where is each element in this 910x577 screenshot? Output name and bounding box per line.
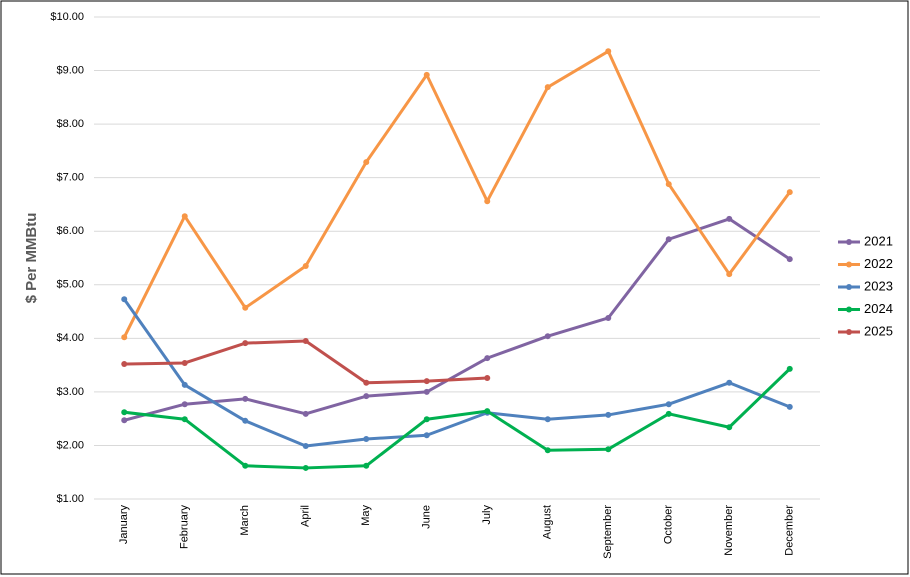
data-point <box>665 410 672 417</box>
data-point <box>181 401 188 408</box>
data-point <box>242 395 249 402</box>
data-point <box>363 379 370 386</box>
x-tick-label: October <box>663 505 675 544</box>
data-point <box>181 359 188 366</box>
data-point <box>665 236 672 243</box>
data-point <box>665 181 672 188</box>
x-tick-label: March <box>239 505 251 536</box>
data-point <box>363 462 370 469</box>
y-tick-label: $6.00 <box>56 225 84 237</box>
x-tick-label: April <box>300 505 312 527</box>
data-point <box>544 333 551 340</box>
data-point <box>121 409 128 416</box>
data-point <box>605 411 612 418</box>
x-tick-label: May <box>360 505 372 526</box>
legend-marker <box>846 329 852 335</box>
x-tick-label: January <box>118 505 130 545</box>
data-point <box>363 393 370 400</box>
data-point <box>242 417 249 424</box>
y-tick-label: $3.00 <box>56 386 84 398</box>
data-point <box>423 432 430 439</box>
legend-marker <box>846 239 852 245</box>
x-tick-label: July <box>481 505 493 525</box>
data-point <box>181 381 188 388</box>
x-tick-label: December <box>784 505 796 556</box>
y-tick-label: $10.00 <box>50 11 84 23</box>
data-point <box>423 416 430 423</box>
data-point <box>423 71 430 78</box>
data-point <box>605 48 612 55</box>
data-point <box>605 314 612 321</box>
data-point <box>121 296 128 303</box>
x-tick-label: August <box>542 505 554 539</box>
data-point <box>665 401 672 408</box>
y-tick-label: $4.00 <box>56 332 84 344</box>
data-point <box>786 189 793 196</box>
data-point <box>121 334 128 341</box>
y-tick-label: $9.00 <box>56 64 84 76</box>
data-point <box>605 446 612 453</box>
x-tick-label: June <box>421 505 433 529</box>
y-tick-label: $5.00 <box>56 279 84 291</box>
data-point <box>484 374 491 381</box>
data-point <box>786 365 793 372</box>
x-tick-label: February <box>179 505 191 550</box>
legend-label: 2021 <box>864 233 893 248</box>
series-line <box>123 298 791 448</box>
series-line <box>123 217 791 422</box>
data-point <box>726 379 733 386</box>
x-tick-label: November <box>723 505 735 556</box>
data-point <box>242 340 249 347</box>
series-line <box>122 49 791 338</box>
legend-marker <box>846 306 852 313</box>
data-point <box>726 424 733 431</box>
data-point <box>726 271 733 278</box>
data-point <box>181 213 188 220</box>
data-point <box>423 378 430 385</box>
y-tick-label: $2.00 <box>56 439 84 451</box>
data-point <box>484 408 491 415</box>
data-point <box>363 436 370 443</box>
data-point <box>242 462 249 469</box>
data-point <box>786 403 793 410</box>
legend-label: 2023 <box>864 278 893 293</box>
y-tick-label: $1.00 <box>56 493 84 505</box>
data-point <box>121 361 128 368</box>
data-point <box>302 263 309 270</box>
legend-label: 2024 <box>864 301 893 316</box>
legend-label: 2022 <box>864 256 893 271</box>
data-point <box>302 338 309 345</box>
data-point <box>302 442 309 449</box>
y-tick-label: $8.00 <box>56 118 84 130</box>
data-point <box>726 215 733 222</box>
y-tick-label: $7.00 <box>56 172 84 184</box>
data-point <box>544 447 551 454</box>
series-line <box>124 367 791 470</box>
legend-label: 2025 <box>864 323 893 338</box>
legend-marker <box>846 261 852 268</box>
data-point <box>363 159 370 166</box>
data-point <box>302 410 309 417</box>
legend-marker <box>846 284 852 290</box>
data-point <box>302 464 309 471</box>
data-point <box>786 256 793 263</box>
data-point <box>484 198 491 205</box>
data-point <box>423 388 430 395</box>
data-point <box>181 416 188 423</box>
y-axis-label: $ Per MMBtu <box>23 213 40 304</box>
data-point <box>544 84 551 91</box>
data-point <box>544 416 551 423</box>
data-point <box>121 417 128 424</box>
data-point <box>484 355 491 362</box>
x-tick-label: September <box>602 505 614 559</box>
data-point <box>242 304 249 311</box>
